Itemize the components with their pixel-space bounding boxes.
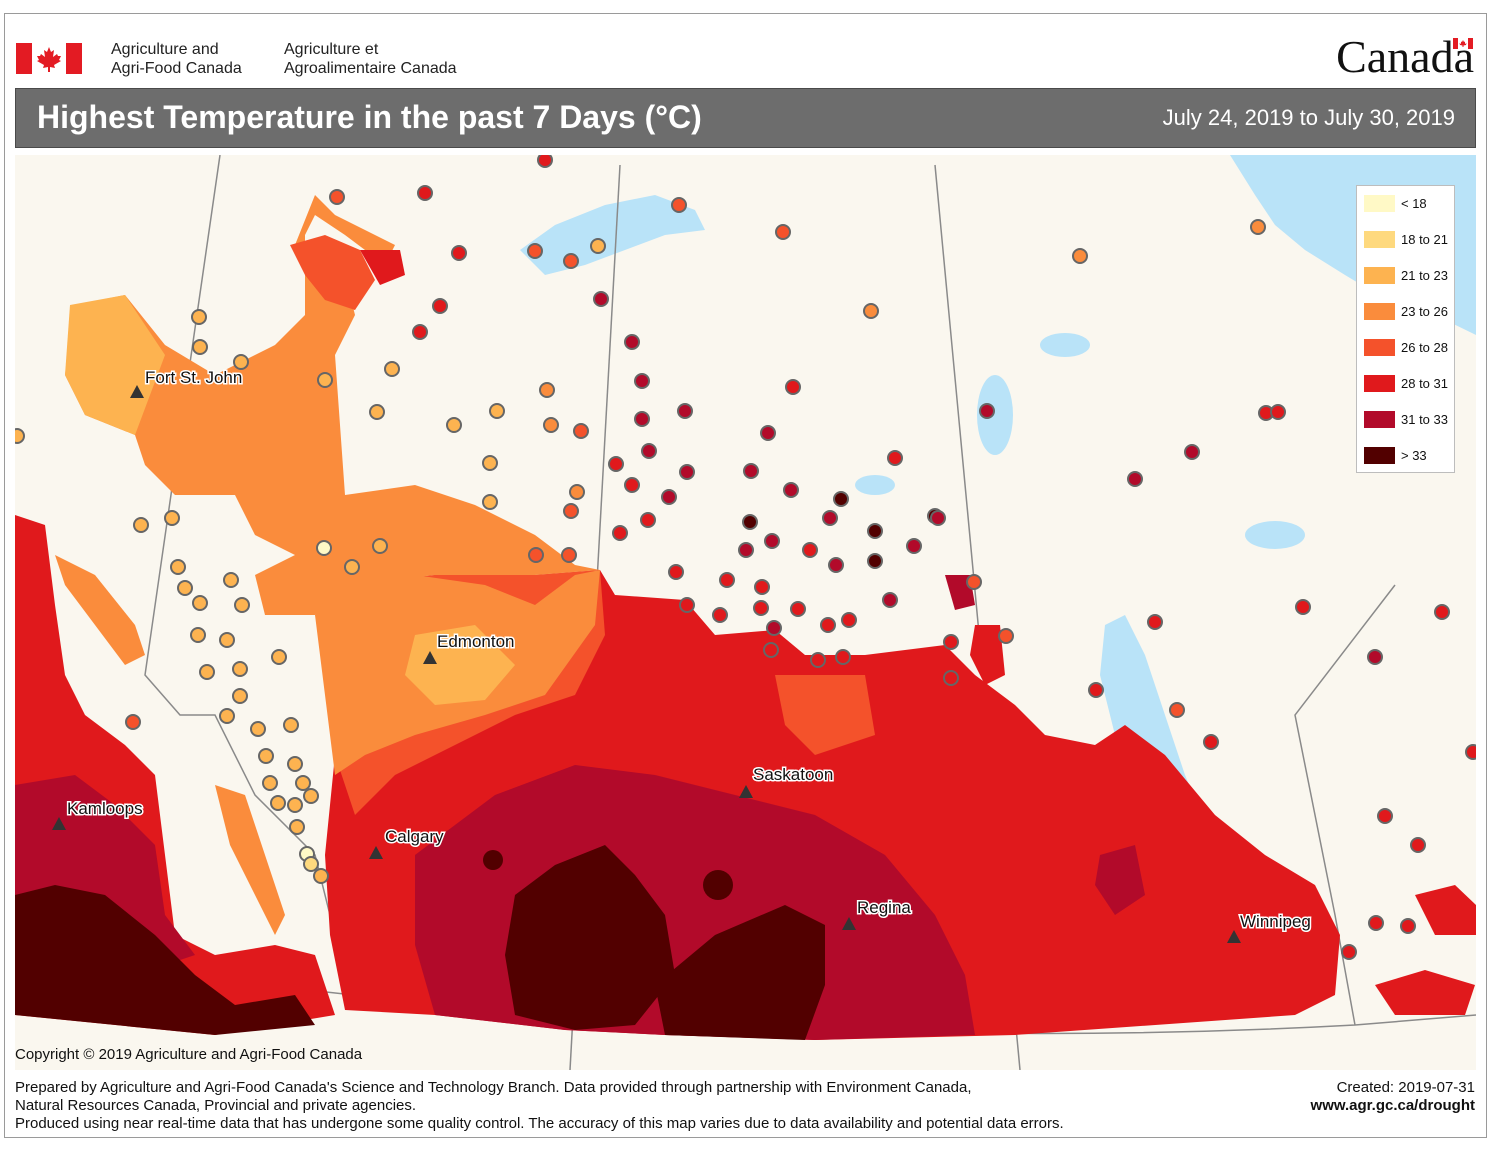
lake bbox=[1245, 521, 1305, 549]
manitoba-ontario-border bbox=[1294, 584, 1396, 1026]
legend-item: 28 to 31 bbox=[1361, 366, 1453, 402]
temperature-map: Fort St. John Edmonton Kamloops Calgary … bbox=[15, 155, 1476, 1070]
zone-above-33 bbox=[483, 850, 503, 870]
legend-item: 26 to 28 bbox=[1361, 330, 1453, 366]
legend-swatch bbox=[1364, 195, 1395, 212]
agency-en-line2: Agri-Food Canada bbox=[111, 60, 242, 77]
date-range: July 24, 2019 to July 30, 2019 bbox=[1162, 105, 1455, 130]
legend-swatch bbox=[1364, 375, 1395, 392]
zone-23-to-26 bbox=[215, 785, 285, 935]
legend-label: 23 to 26 bbox=[1401, 304, 1448, 319]
zone-23-to-26 bbox=[55, 555, 145, 665]
legend-label: > 33 bbox=[1401, 448, 1427, 463]
zone-28-to-31 bbox=[360, 250, 405, 285]
footer-line-2: Natural Resources Canada, Provincial and… bbox=[15, 1097, 417, 1114]
city-label-saskatoon: Saskatoon bbox=[753, 765, 833, 784]
legend-swatch bbox=[1364, 231, 1395, 248]
footer-line-1: Prepared by Agriculture and Agri-Food Ca… bbox=[15, 1079, 972, 1096]
map-frame bbox=[4, 13, 1487, 1138]
zone-above-33 bbox=[655, 905, 825, 1040]
zone-26-to-28 bbox=[290, 235, 375, 310]
zone-23-to-26 bbox=[65, 195, 600, 615]
legend-swatch bbox=[1364, 339, 1395, 356]
legend-swatch bbox=[1364, 303, 1395, 320]
legend-swatch bbox=[1364, 267, 1395, 284]
zone-28-to-31 bbox=[1375, 970, 1475, 1015]
agency-fr-line1: Agriculture et bbox=[284, 41, 379, 58]
city-label-regina: Regina bbox=[857, 898, 911, 917]
title-bar: Highest Temperature in the past 7 Days (… bbox=[15, 88, 1476, 148]
legend-item: > 33 bbox=[1361, 438, 1453, 474]
station-points bbox=[15, 155, 1476, 960]
map-legend: < 18 18 to 21 21 to 23 23 to 26 26 to 28… bbox=[1356, 185, 1455, 473]
agency-name-english: Agriculture and Agri-Food Canada bbox=[111, 40, 242, 78]
agency-fr-line2: Agroalimentaire Canada bbox=[284, 60, 457, 77]
legend-item: 23 to 26 bbox=[1361, 294, 1453, 330]
legend-item: 18 to 21 bbox=[1361, 222, 1453, 258]
zone-above-33 bbox=[15, 885, 315, 1035]
city-label-winnipeg: Winnipeg bbox=[1240, 912, 1311, 931]
zone-21-to-23 bbox=[65, 295, 165, 435]
zone-21-to-23 bbox=[405, 625, 515, 705]
copyright-notice: Copyright © 2019 Agriculture and Agri-Fo… bbox=[15, 1046, 363, 1063]
legend-item: < 18 bbox=[1361, 186, 1453, 222]
footer-line-3: Produced using near real-time data that … bbox=[15, 1115, 1064, 1132]
wordmark-flag-icon bbox=[1453, 38, 1473, 49]
lake bbox=[1040, 333, 1090, 357]
legend-label: < 18 bbox=[1401, 196, 1427, 211]
zone-above-33 bbox=[703, 870, 733, 900]
zone-28-to-31 bbox=[1415, 885, 1476, 935]
legend-label: 31 to 33 bbox=[1401, 412, 1448, 427]
legend-item: 31 to 33 bbox=[1361, 402, 1453, 438]
legend-swatch bbox=[1364, 447, 1395, 464]
lake bbox=[855, 475, 895, 495]
zone-26-to-28 bbox=[775, 675, 875, 755]
canada-flag-icon bbox=[16, 43, 82, 74]
city-label-edmonton: Edmonton bbox=[437, 632, 515, 651]
zone-above-33 bbox=[505, 845, 675, 1030]
city-label-kamloops: Kamloops bbox=[67, 799, 143, 818]
city-markers: Fort St. John Edmonton Kamloops Calgary … bbox=[52, 367, 1312, 943]
legend-swatch bbox=[1364, 411, 1395, 428]
created-date: Created: 2019-07-31 bbox=[1336, 1079, 1475, 1096]
legend-item: 21 to 23 bbox=[1361, 258, 1453, 294]
website-link[interactable]: www.agr.gc.ca/drought bbox=[1310, 1097, 1475, 1114]
map-title: Highest Temperature in the past 7 Days (… bbox=[37, 99, 702, 135]
city-label-fort-st-john: Fort St. John bbox=[145, 368, 242, 387]
city-label-calgary: Calgary bbox=[385, 827, 444, 846]
legend-label: 26 to 28 bbox=[1401, 340, 1448, 355]
agency-name-french: Agriculture et Agroalimentaire Canada bbox=[284, 40, 457, 78]
legend-label: 28 to 31 bbox=[1401, 376, 1448, 391]
bc-alberta-border bbox=[144, 155, 336, 936]
zone-31-to-33 bbox=[1095, 845, 1145, 915]
agency-en-line1: Agriculture and bbox=[111, 41, 219, 58]
legend-label: 18 to 21 bbox=[1401, 232, 1448, 247]
lake bbox=[977, 375, 1013, 455]
zone-28-to-31 bbox=[970, 625, 1005, 685]
legend-label: 21 to 23 bbox=[1401, 268, 1448, 283]
canada-wordmark: Canada bbox=[1336, 31, 1474, 82]
